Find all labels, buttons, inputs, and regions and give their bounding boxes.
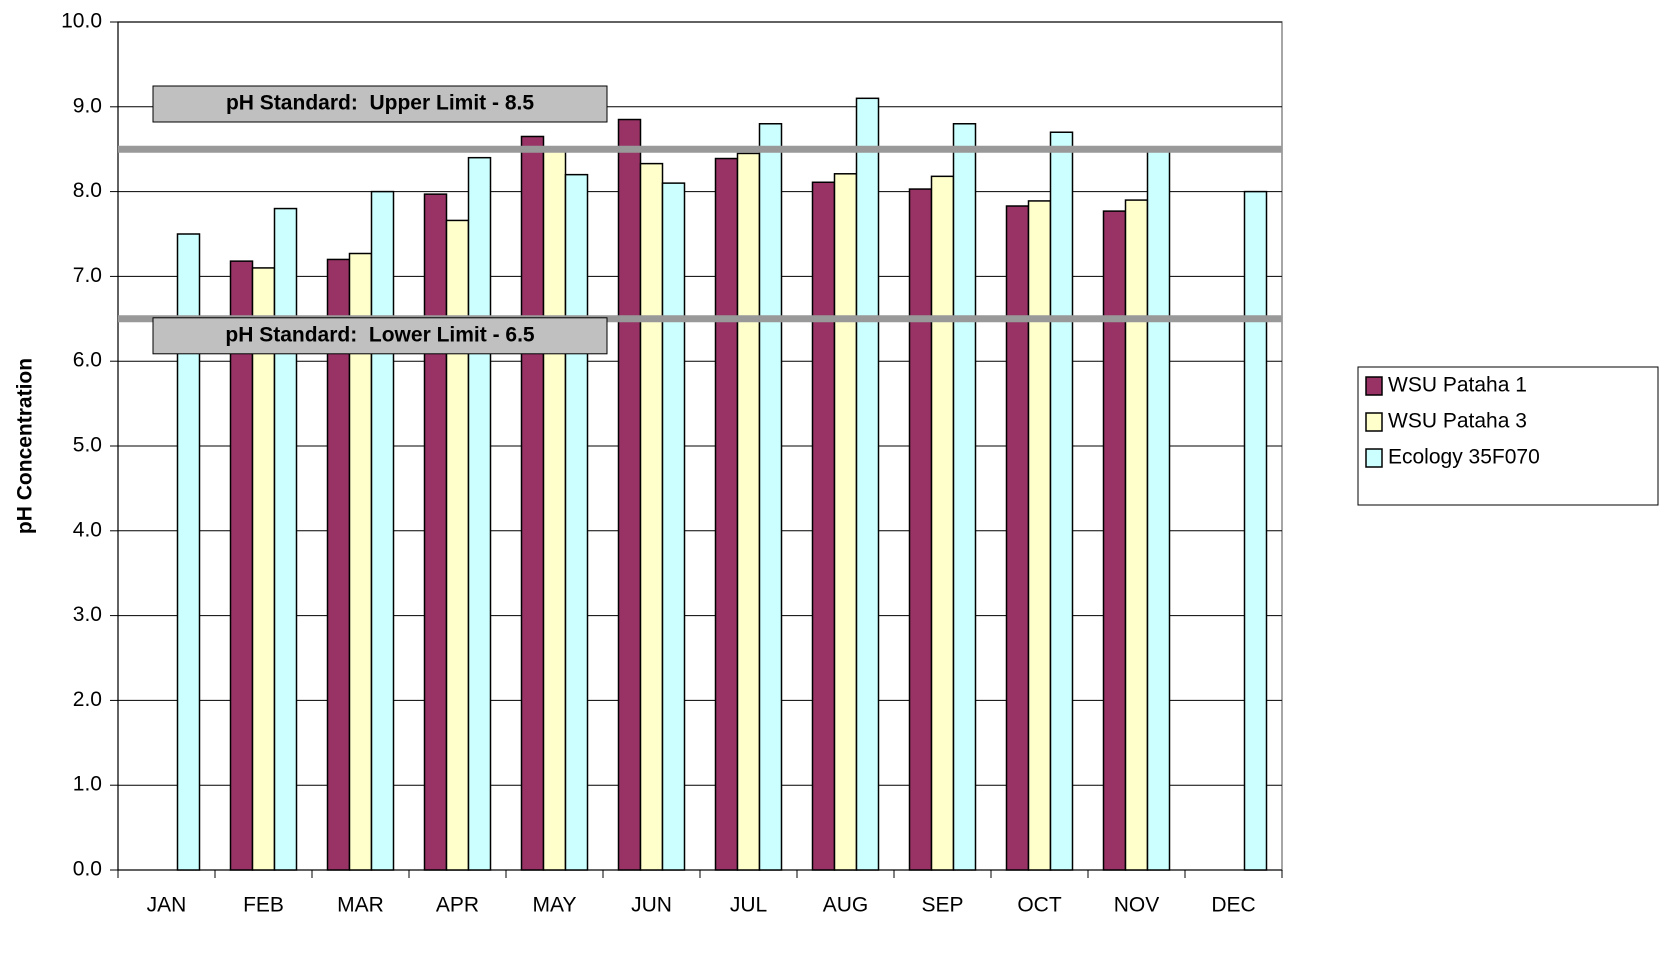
x-tick-label: DEC <box>1211 894 1255 917</box>
legend-box <box>1357 366 1659 506</box>
bar <box>467 156 492 871</box>
bar <box>736 152 761 871</box>
y-tick-label: 7.0 <box>73 264 102 287</box>
x-tick-label: JAN <box>147 894 187 917</box>
bar <box>423 193 448 871</box>
y-tick-label: 8.0 <box>73 179 102 202</box>
y-tick-label: 6.0 <box>73 349 102 372</box>
bar <box>1049 131 1074 871</box>
y-tick-label: 5.0 <box>73 434 102 457</box>
bar <box>661 182 686 871</box>
bar <box>617 118 642 871</box>
y-tick-label: 3.0 <box>73 603 102 626</box>
bar <box>520 135 545 871</box>
x-tick-label: JUL <box>730 894 767 917</box>
bar <box>952 123 977 871</box>
x-tick-label: APR <box>436 894 479 917</box>
bar <box>273 207 298 871</box>
bar <box>1243 190 1268 871</box>
x-tick-label: JUN <box>631 894 672 917</box>
bar <box>714 157 739 871</box>
y-tick-label: 2.0 <box>73 688 102 711</box>
bar <box>1146 148 1171 871</box>
bar <box>855 97 880 871</box>
x-tick-label: OCT <box>1017 894 1062 917</box>
y-tick-label: 0.0 <box>73 858 102 881</box>
bar <box>758 123 783 871</box>
y-tick-label: 1.0 <box>73 773 102 796</box>
bar <box>251 267 276 871</box>
y-tick-label: 4.0 <box>73 518 102 541</box>
bar <box>908 188 933 871</box>
x-tick-label: MAR <box>337 894 384 917</box>
bar <box>564 173 589 871</box>
bar <box>833 173 858 871</box>
x-tick-label: SEP <box>921 894 963 917</box>
y-axis-label: pH Concentration <box>14 358 37 534</box>
annotation: pH Standard: Upper Limit - 8.5 <box>226 92 534 115</box>
legend-label: WSU Pataha 1 <box>1388 374 1527 397</box>
bar <box>1027 200 1052 871</box>
legend-swatch <box>1365 448 1383 468</box>
legend-swatch <box>1365 376 1383 396</box>
x-tick-label: NOV <box>1114 894 1160 917</box>
bar <box>1124 199 1149 871</box>
bar <box>370 190 395 871</box>
annotation-box <box>152 317 608 355</box>
bar <box>176 233 201 871</box>
bar <box>930 175 955 871</box>
legend-label: Ecology 35F070 <box>1388 446 1540 469</box>
legend-swatch <box>1365 412 1383 432</box>
x-tick-label: AUG <box>823 894 869 917</box>
x-tick-label: FEB <box>243 894 284 917</box>
x-tick-label: MAY <box>533 894 577 917</box>
bar <box>1005 205 1030 871</box>
bar <box>811 181 836 871</box>
bar <box>639 162 664 871</box>
legend-label: WSU Pataha 3 <box>1388 410 1527 433</box>
bar <box>1102 210 1127 871</box>
y-tick-label: 9.0 <box>73 94 102 117</box>
annotation: pH Standard: Lower Limit - 6.5 <box>225 323 535 346</box>
bar <box>542 148 567 871</box>
y-tick-label: 10.0 <box>61 10 102 33</box>
annotation-box <box>152 85 608 123</box>
